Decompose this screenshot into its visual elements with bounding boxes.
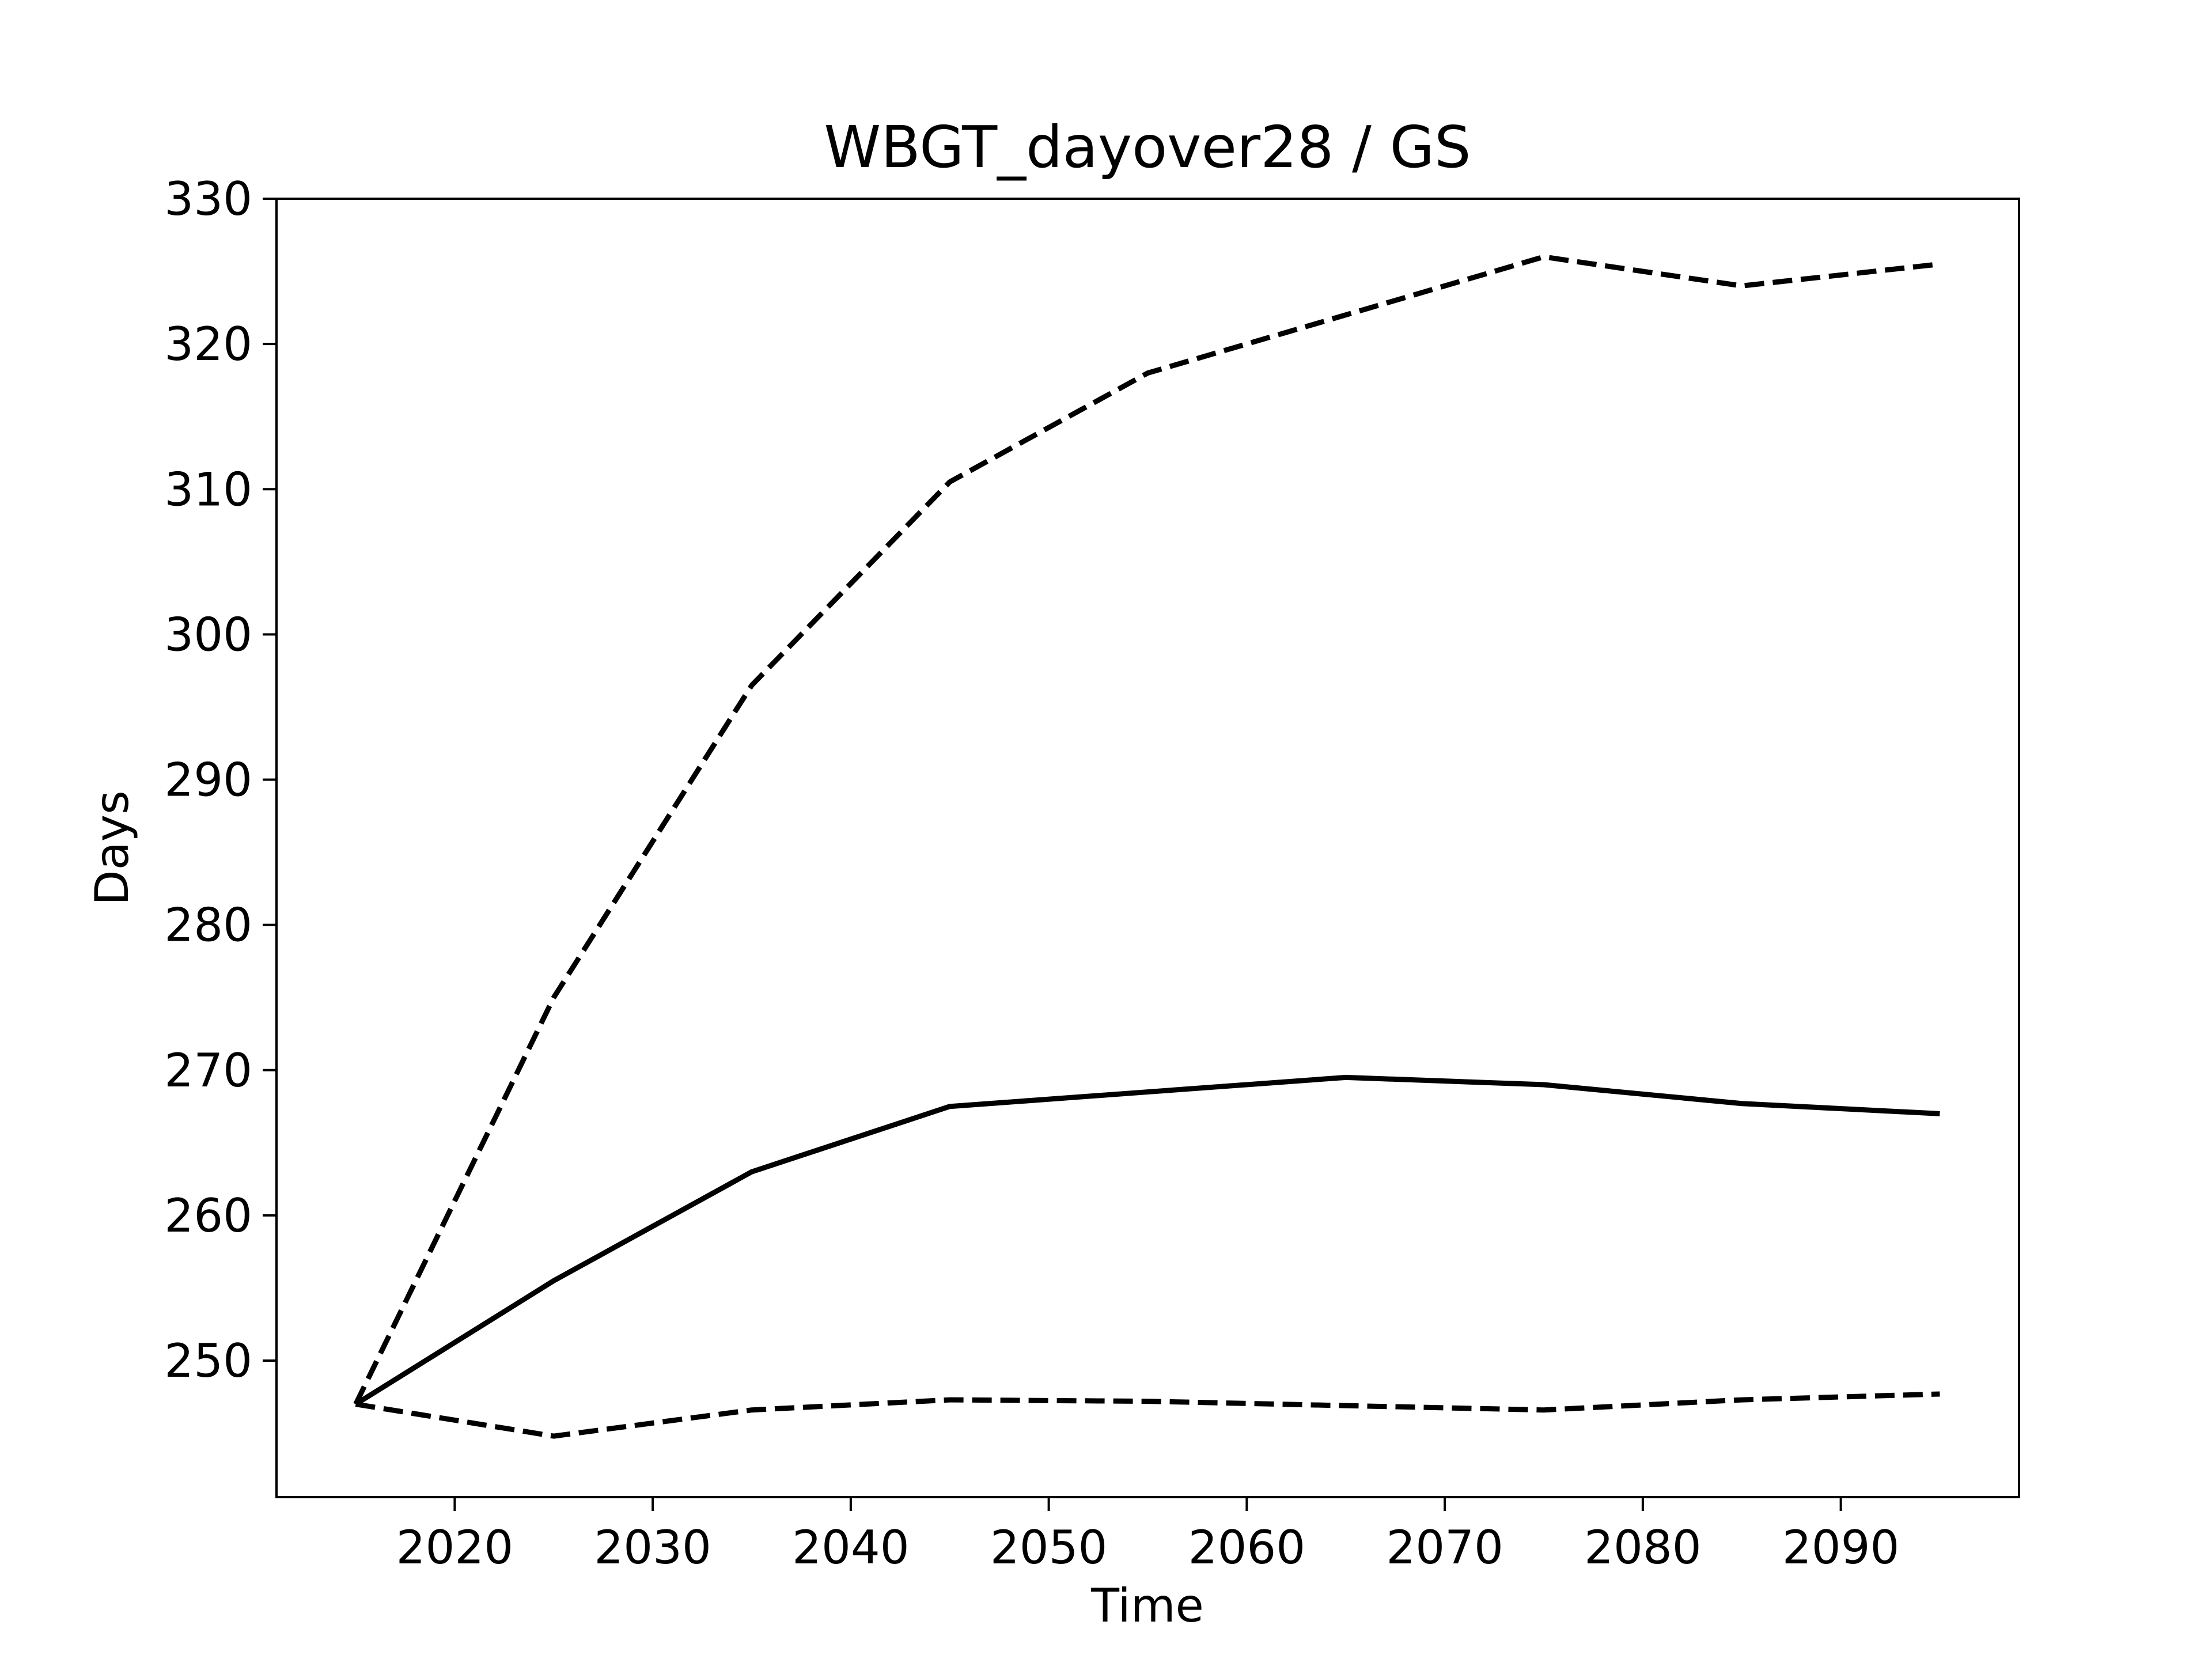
- y-tick-label: 260: [164, 1189, 252, 1243]
- y-tick-label: 290: [164, 753, 252, 807]
- y-tick-label: 300: [164, 608, 252, 661]
- series-line-1: [353, 254, 1940, 1406]
- chart-title: WBGT_dayover28 / GS: [824, 113, 1471, 181]
- y-tick-label: 320: [164, 317, 252, 371]
- x-tick-label: 2040: [792, 1521, 910, 1574]
- series-line-2: [354, 1074, 1940, 1407]
- y-axis-ticks: 250 260 270 280 290 300 310 320 330: [164, 172, 276, 1388]
- y-tick-label: 280: [164, 899, 252, 952]
- x-tick-label: 2020: [396, 1521, 514, 1574]
- axes-frame: [275, 198, 2020, 1498]
- y-tick-label: 270: [164, 1044, 252, 1097]
- y-axis-label: Days: [85, 790, 139, 906]
- x-tick-label: 2070: [1386, 1521, 1503, 1574]
- x-tick-label: 2090: [1782, 1521, 1900, 1574]
- x-tick-label: 2050: [990, 1521, 1108, 1574]
- y-tick-label: 330: [164, 172, 252, 226]
- x-axis-label: Time: [1090, 1579, 1204, 1633]
- x-tick-label: 2030: [594, 1521, 711, 1574]
- plot-area: [353, 254, 1940, 1439]
- series-line-3: [355, 1391, 1940, 1439]
- y-tick-label: 310: [164, 463, 252, 516]
- x-tick-label: 2080: [1584, 1521, 1702, 1574]
- x-axis-ticks: 2020 2030 2040 2050 2060 2070 2080 2090: [396, 1497, 1900, 1574]
- y-tick-label: 250: [164, 1334, 252, 1388]
- x-tick-label: 2060: [1188, 1521, 1306, 1574]
